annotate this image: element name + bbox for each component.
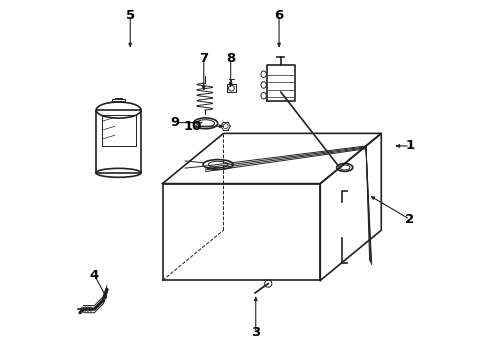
Text: 6: 6 (274, 9, 284, 22)
Text: 9: 9 (171, 116, 180, 129)
Text: 5: 5 (125, 9, 135, 22)
Text: 2: 2 (405, 213, 415, 226)
Text: 8: 8 (226, 51, 235, 64)
Text: 3: 3 (251, 326, 260, 339)
Text: 7: 7 (199, 51, 208, 64)
Text: 10: 10 (184, 120, 202, 133)
Text: 1: 1 (405, 139, 415, 152)
Text: 4: 4 (90, 269, 99, 282)
